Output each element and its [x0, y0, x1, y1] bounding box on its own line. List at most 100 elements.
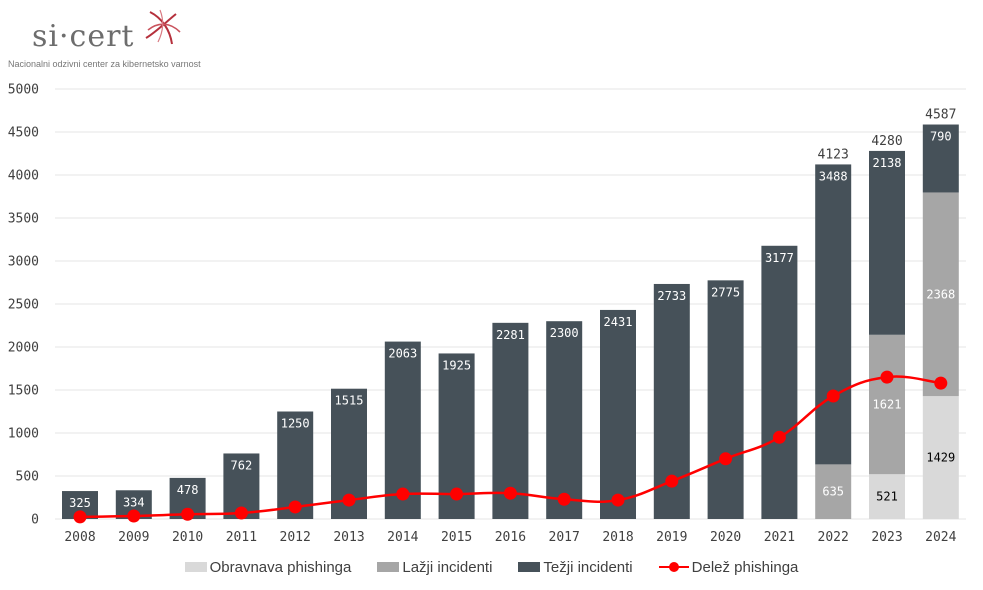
x-tick-label: 2013: [333, 530, 364, 545]
bar-tezji: [492, 322, 529, 519]
bar-value-label: 1925: [442, 358, 471, 372]
bar-value-label: 635: [822, 485, 844, 499]
delez-phishinga-point: [342, 493, 356, 507]
x-tick-label: 2022: [818, 530, 849, 545]
bar-lazji: [869, 334, 905, 475]
y-tick-label: 4500: [8, 126, 39, 141]
legend-line-marker-icon: [658, 561, 689, 573]
x-tick-label: 2018: [602, 530, 633, 545]
legend: Obravnava phishinga Lažji incidenti Težj…: [0, 556, 983, 578]
bar-value-label: 2138: [873, 156, 902, 170]
legend-label: Lažji incidenti: [402, 558, 493, 576]
bar-value-label: 1515: [335, 394, 364, 408]
delez-phishinga-point: [450, 487, 464, 501]
bar-value-label: 790: [930, 130, 952, 144]
bar-tezji: [600, 309, 636, 519]
x-tick-label: 2014: [387, 530, 418, 545]
legend-item-delez[interactable]: Delež phishinga: [658, 556, 799, 578]
y-tick-label: 0: [31, 513, 39, 528]
x-tick-label: 2016: [495, 530, 526, 545]
y-tick-label: 3000: [8, 255, 39, 270]
bar-value-label: 334: [123, 495, 145, 509]
x-tick-label: 2017: [549, 530, 580, 545]
delez-phishinga-point: [503, 486, 517, 500]
y-tick-label: 2500: [8, 298, 39, 313]
bar-value-label: 478: [177, 483, 199, 497]
y-tick-label: 2000: [8, 341, 39, 356]
bar-value-label: 3488: [819, 169, 848, 183]
bars: [62, 124, 959, 519]
legend-item-obravnava[interactable]: Obravnava phishinga: [184, 556, 352, 578]
bar-tezji: [869, 150, 905, 335]
delez-phishinga-point: [826, 389, 840, 403]
stacked-bar-chart: 0 500 1000 1500 2000 2500 3000 3500 4000 4500 5000…: [8, 83, 966, 545]
bar-value-label: 2775: [711, 285, 740, 299]
delez-phishinga-point: [880, 370, 894, 384]
si-cert-logo-mark-icon: [145, 9, 181, 45]
x-tick-label: 2019: [656, 530, 687, 545]
x-tick-label: 2011: [226, 530, 257, 545]
bar-value-label: 325: [69, 496, 91, 510]
delez-phishinga-point: [934, 376, 948, 390]
bar-value-label: 2300: [550, 326, 579, 340]
bar-value-label: 2368: [926, 287, 955, 301]
delez-phishinga-point: [772, 430, 786, 444]
x-tick-label: 2023: [871, 530, 902, 545]
delez-phishinga-point: [719, 452, 733, 466]
bar-obravnava: [869, 474, 905, 519]
x-tick-label: 2024: [925, 530, 956, 545]
si-cert-logo: si·cert Nacionalni odzivni center za kib…: [0, 0, 220, 75]
gridlines: [55, 88, 966, 520]
x-tick-label: 2008: [64, 530, 95, 545]
bar-value-label: 3177: [765, 251, 794, 265]
y-axis-ticks: 0 500 1000 1500 2000 2500 3000 3500 4000 4500 5000: [8, 83, 39, 528]
delez-phishinga-point: [396, 487, 410, 501]
y-tick-label: 3500: [8, 212, 39, 227]
x-tick-label: 2010: [172, 530, 203, 545]
legend-item-lazji[interactable]: Lažji incidenti: [377, 556, 492, 578]
y-tick-label: 5000: [8, 83, 39, 98]
delez-phishinga-point: [611, 493, 625, 507]
legend-label: Težji incidenti: [543, 558, 633, 576]
legend-swatch-lazji: [377, 562, 400, 572]
legend-item-tezji[interactable]: Težji incidenti: [518, 556, 633, 578]
bar-tezji: [761, 245, 798, 519]
x-tick-label: 2012: [280, 530, 311, 545]
bar-labels: 325 334 478 762 1250 1515 2063 1925 2281 2300 2431…: [69, 130, 955, 511]
logo-tagline: Nacionalni odzivni center za kibernetsko…: [8, 59, 201, 69]
legend-swatch-obravnava: [184, 562, 207, 572]
y-tick-label: 500: [16, 470, 39, 485]
bar-lazji: [922, 192, 959, 397]
legend-label: Delež phishinga: [691, 558, 799, 576]
bar-value-label: 2281: [496, 328, 525, 342]
delez-phishinga-point: [557, 492, 571, 506]
y-tick-label: 1500: [8, 384, 39, 399]
bar-value-label: 2063: [388, 347, 417, 361]
bar-value-label: 2431: [604, 315, 633, 329]
delez-phishinga-point: [127, 509, 141, 523]
x-tick-label: 2015: [441, 530, 472, 545]
bar-value-label: 762: [231, 458, 253, 472]
bar-value-label: 1250: [281, 417, 310, 431]
total-labels: 4123 4280 4587: [818, 108, 957, 163]
legend-label: Obravnava phishinga: [209, 558, 352, 576]
bar-tezji: [815, 164, 852, 465]
x-tick-label: 2020: [710, 530, 741, 545]
y-tick-label: 1000: [8, 427, 39, 442]
bar-value-label: 2733: [657, 289, 686, 303]
delez-phishinga-point: [234, 506, 248, 520]
delez-phishinga-point: [181, 507, 195, 521]
delez-phishinga-point: [288, 500, 302, 514]
logo-brand-text: si·cert: [32, 19, 135, 54]
x-tick-label: 2009: [118, 530, 149, 545]
x-axis-ticks: 2008 2009 2010 2011 2012 2013 2014 2015 2016 2017…: [64, 530, 956, 545]
x-tick-label: 2021: [764, 530, 795, 545]
bar-value-label: 1621: [873, 397, 902, 411]
bar-value-label: 521: [876, 490, 898, 504]
bar-tezji: [922, 124, 959, 193]
delez-phishinga-point: [665, 474, 679, 488]
delez-phishinga-point: [73, 510, 87, 524]
total-label: 4280: [871, 134, 902, 149]
legend-swatch-tezji: [518, 562, 541, 572]
bar-value-label: 1429: [926, 451, 955, 465]
